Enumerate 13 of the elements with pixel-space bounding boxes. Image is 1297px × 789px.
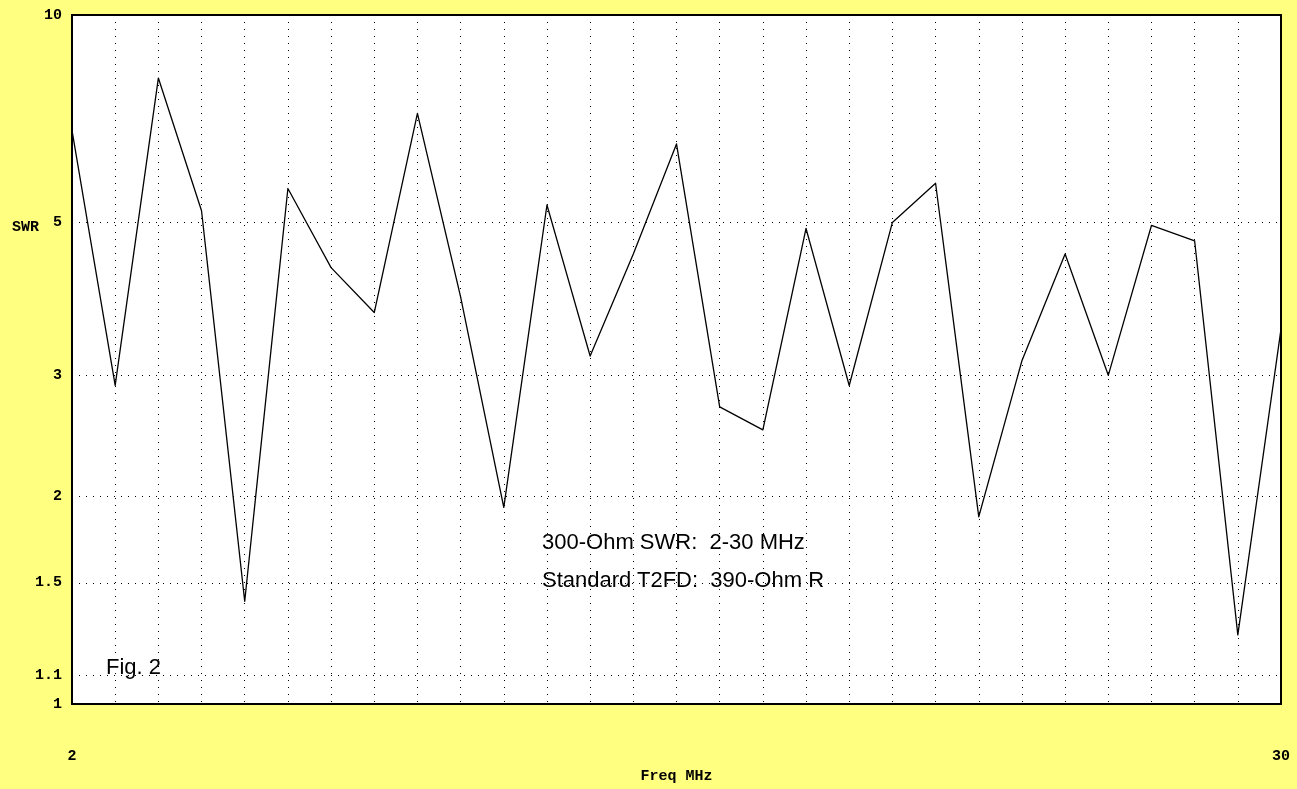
y-tick-label: 1.1: [34, 667, 62, 685]
annotation: Fig. 2: [106, 653, 162, 679]
x-tick-label: 30: [1271, 748, 1291, 766]
y-tick-label: 1.5: [34, 574, 62, 592]
y-tick-label: 10: [43, 6, 62, 24]
annotation: Standard T2FD: 390-Ohm R: [542, 566, 825, 592]
y-axis-title: SWR: [12, 219, 40, 236]
annotation: 300-Ohm SWR: 2-30 MHz: [542, 528, 805, 554]
x-axis-title: Freq MHz: [640, 768, 713, 785]
y-tick-label: 5: [52, 213, 62, 231]
y-tick-label: 1: [52, 695, 62, 713]
y-tick-label: 2: [52, 488, 62, 506]
y-tick-label: 3: [52, 366, 62, 384]
